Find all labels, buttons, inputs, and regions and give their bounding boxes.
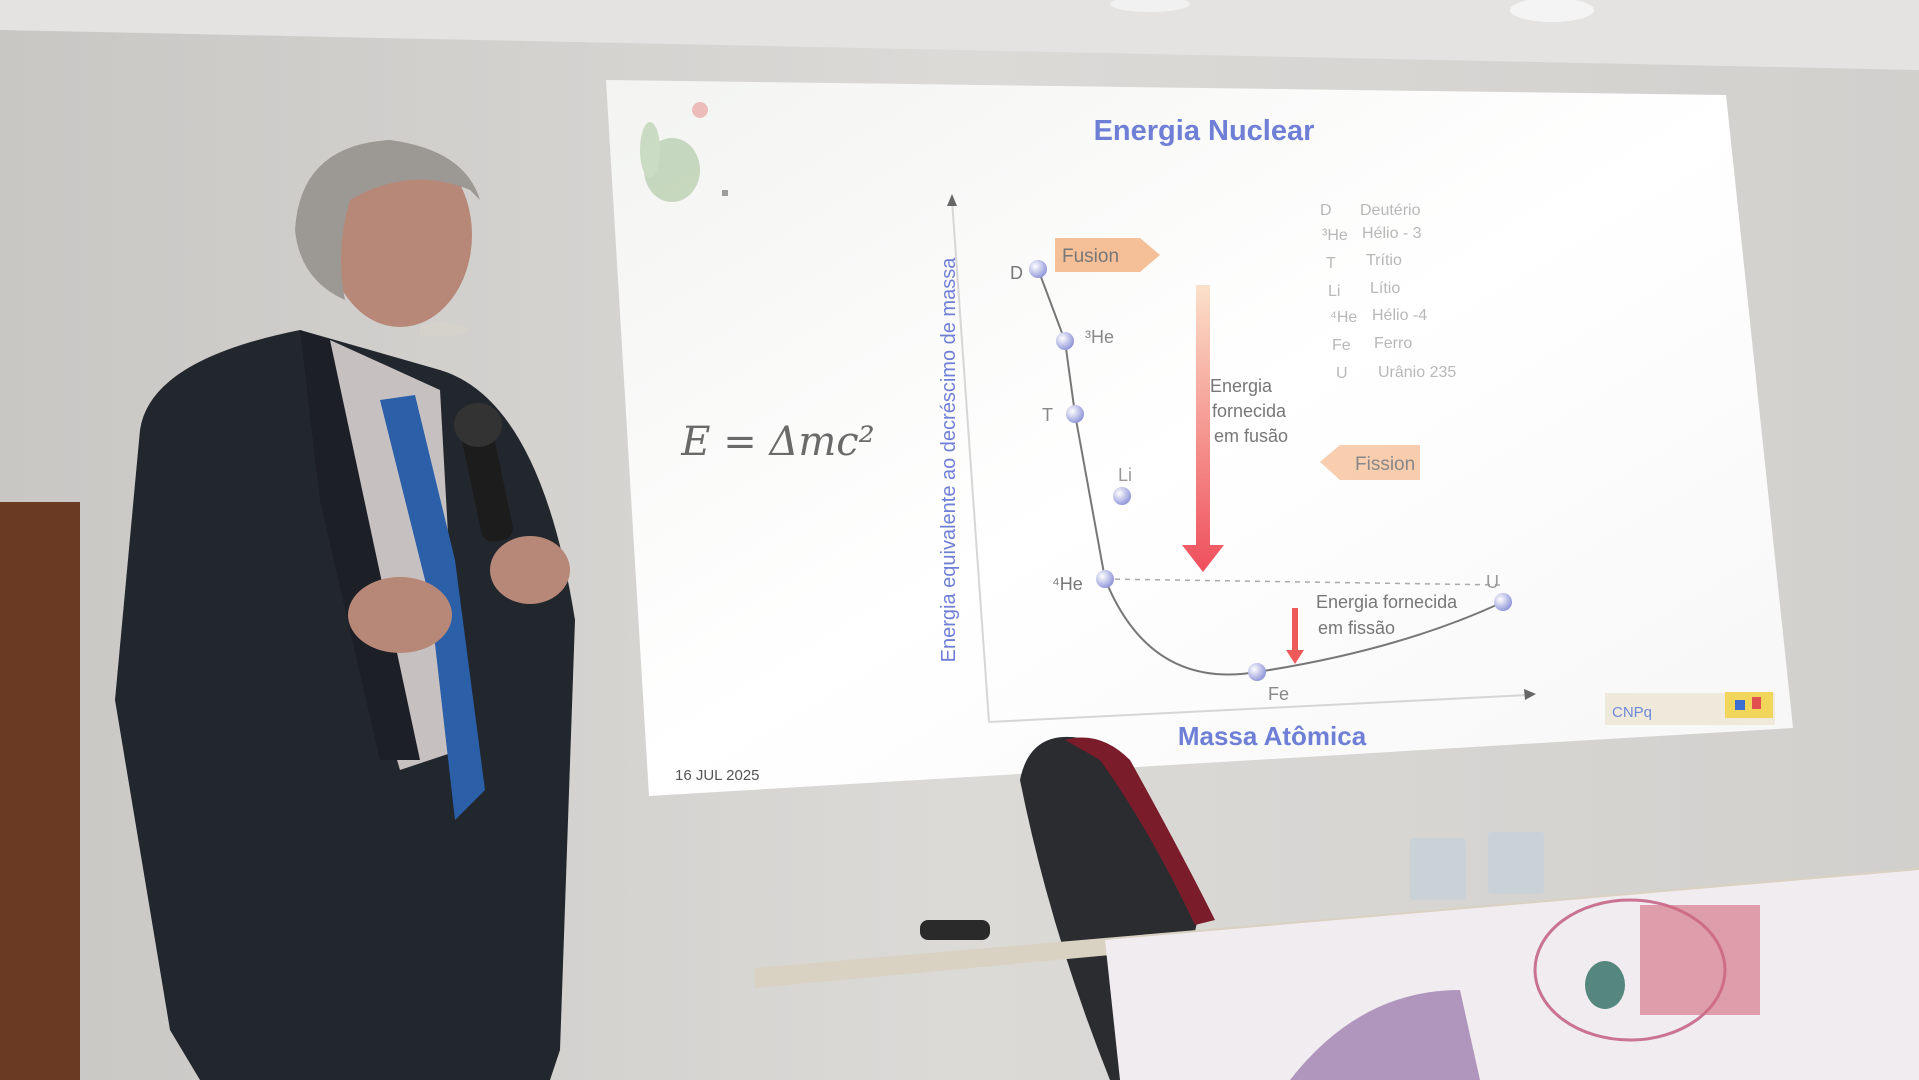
svg-text:D: D bbox=[1320, 202, 1332, 219]
fusion-energy-text: Energia fornecida em fusão bbox=[1210, 376, 1291, 446]
svg-text:³He: ³He bbox=[1085, 327, 1114, 347]
x-axis-arrowhead bbox=[1524, 689, 1536, 700]
ceiling-light bbox=[1110, 0, 1190, 12]
svg-text:⁴He: ⁴He bbox=[1052, 574, 1083, 594]
point-U: U bbox=[1486, 572, 1512, 611]
svg-text:Li: Li bbox=[1118, 465, 1132, 485]
svg-text:Li: Li bbox=[1328, 283, 1340, 300]
x-axis-label: Massa Atômica bbox=[1178, 721, 1367, 751]
point-Fe: Fe bbox=[1248, 663, 1289, 704]
svg-text:T: T bbox=[1326, 255, 1336, 272]
point-He3: ³He bbox=[1056, 327, 1114, 350]
y-axis-label: Energia equivalente ao decréscimo de mas… bbox=[938, 257, 960, 663]
y-axis-arrowhead bbox=[947, 194, 957, 206]
svg-text:U: U bbox=[1486, 572, 1499, 592]
water-glasses bbox=[1410, 832, 1544, 900]
point-D: D bbox=[1010, 260, 1047, 283]
fission-label: Fission bbox=[1355, 454, 1415, 475]
table-banner bbox=[1105, 870, 1919, 1080]
speaker bbox=[115, 140, 575, 1080]
remote bbox=[920, 920, 990, 940]
banner-flower bbox=[1290, 898, 1760, 1080]
wooden-panel bbox=[0, 502, 80, 1080]
svg-text:D: D bbox=[1010, 263, 1023, 283]
svg-text:Fe: Fe bbox=[1268, 684, 1289, 704]
fusion-energy-arrow bbox=[1172, 285, 1224, 572]
hand bbox=[348, 577, 452, 653]
svg-text:Deutério: Deutério bbox=[1360, 202, 1421, 219]
ceiling-light bbox=[1510, 0, 1594, 22]
svg-text:Trítio: Trítio bbox=[1366, 252, 1402, 269]
point-He4: ⁴He bbox=[1052, 570, 1114, 594]
svg-text:Lítio: Lítio bbox=[1370, 280, 1400, 297]
svg-text:T: T bbox=[1042, 405, 1053, 425]
x-axis bbox=[988, 694, 1529, 723]
svg-text:Fe: Fe bbox=[1332, 337, 1351, 354]
point-T: T bbox=[1042, 405, 1084, 425]
svg-text:Hélio - 3: Hélio - 3 bbox=[1362, 225, 1422, 242]
ceiling bbox=[0, 0, 1919, 70]
svg-text:Urânio 235: Urânio 235 bbox=[1378, 364, 1456, 381]
y-axis bbox=[951, 199, 990, 723]
fission-arrow bbox=[1320, 445, 1420, 480]
svg-text:Hélio -4: Hélio -4 bbox=[1372, 307, 1427, 324]
svg-text:Ferro: Ferro bbox=[1374, 335, 1412, 352]
fusion-label: Fusion bbox=[1062, 246, 1119, 267]
fission-energy-text: Energia fornecida em fissão bbox=[1316, 592, 1462, 638]
point-Li: Li bbox=[1113, 465, 1132, 505]
slide-date: 16 JUL 2025 bbox=[675, 767, 760, 784]
legend: D Deutério ³He Hélio - 3 T Trítio Li Lítio ⁴… bbox=[1320, 202, 1456, 382]
svg-text:³He: ³He bbox=[1322, 227, 1348, 244]
footer-logos: CNPq bbox=[1605, 692, 1775, 725]
dashed-guide bbox=[1104, 578, 1504, 586]
slide-title: Energia Nuclear bbox=[1094, 115, 1315, 147]
svg-text:CNPq: CNPq bbox=[1612, 704, 1652, 721]
formula: E = Δmc² bbox=[680, 419, 874, 465]
cactus-logo bbox=[640, 102, 728, 202]
svg-text:U: U bbox=[1336, 365, 1348, 382]
svg-text:⁴He: ⁴He bbox=[1330, 309, 1357, 326]
hand bbox=[490, 536, 570, 604]
fusion-arrow bbox=[1055, 238, 1160, 272]
fission-energy-arrow bbox=[1286, 608, 1304, 664]
